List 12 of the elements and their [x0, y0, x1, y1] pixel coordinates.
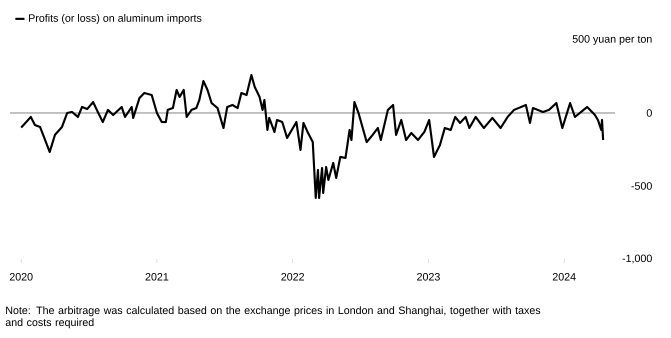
- x-tick-label: 2022: [281, 273, 304, 281]
- x-tick-label: 2023: [417, 273, 440, 281]
- y-tick-label: 500 yuan per ton: [572, 35, 652, 45]
- line-series: [20, 74, 604, 200]
- legend-label: Profits (or loss) on aluminum imports: [29, 14, 202, 24]
- x-tick-label: 2021: [146, 273, 168, 281]
- y-tick-label: -1,000: [622, 254, 652, 264]
- y-tick-label: 0: [646, 109, 652, 117]
- text: Note: The arbitrage was calculated based on the exchange prices in London and Shanghai, together with taxes and costs required: [6, 306, 540, 328]
- x-tick-label: 2024: [552, 273, 576, 281]
- y-tick-label: -500: [631, 182, 652, 190]
- x-tick-label: 2020: [10, 273, 33, 281]
